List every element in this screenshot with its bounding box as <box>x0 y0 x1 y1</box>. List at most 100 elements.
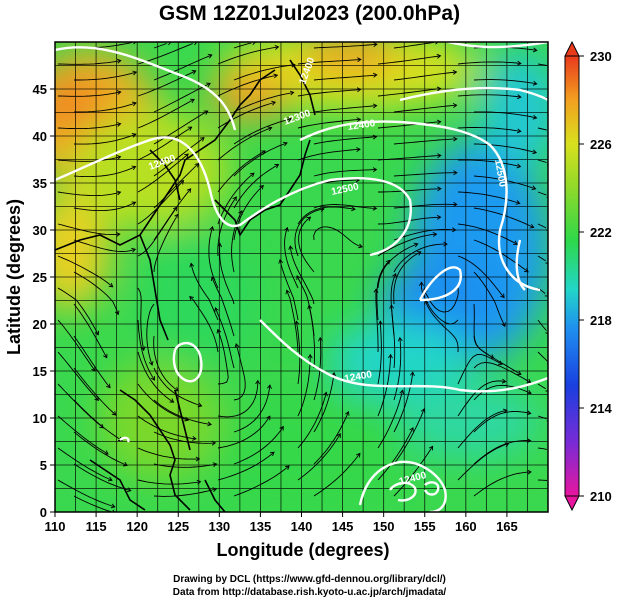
streamline <box>233 185 264 241</box>
streamline-arrow <box>200 137 205 142</box>
streamline <box>297 118 361 129</box>
streamline-arrow <box>207 421 212 427</box>
streamline-arrow <box>116 190 122 196</box>
y-tick-label: 25 <box>33 270 47 285</box>
streamline-arrow <box>418 281 424 287</box>
streamline-arrow <box>192 436 197 441</box>
streamline-arrow <box>452 69 458 75</box>
streamline-arrow <box>116 58 122 64</box>
streamline <box>153 214 179 273</box>
streamline <box>74 102 137 113</box>
streamline-arrow <box>388 353 393 359</box>
streamline <box>57 447 113 481</box>
streamline <box>284 227 299 289</box>
streamline-arrow <box>211 440 217 446</box>
streamline <box>457 223 518 245</box>
streamline-arrow <box>259 184 264 190</box>
streamline <box>377 427 414 481</box>
streamline-arrow <box>392 273 397 278</box>
streamline <box>137 99 195 129</box>
streamline <box>393 372 414 433</box>
streamline-arrow <box>517 60 522 66</box>
streamline <box>73 335 111 388</box>
streamline-arrow <box>526 378 532 384</box>
streamline-arrow <box>194 163 200 168</box>
streamline <box>146 303 155 366</box>
wind-streamlines <box>57 42 559 512</box>
streamline-arrow <box>336 433 341 438</box>
streamline <box>297 89 361 97</box>
streamline-arrow <box>451 227 457 233</box>
streamline <box>57 319 96 372</box>
streamline-arrow <box>294 320 300 326</box>
x-tick-label: 150 <box>373 519 395 534</box>
streamline-arrow <box>249 172 255 178</box>
streamline-arrow <box>513 240 518 246</box>
colorbar: 210 214 218 222 226 230 <box>564 40 612 512</box>
streamline-arrow <box>307 353 313 359</box>
streamline <box>73 271 119 315</box>
streamline-arrow <box>186 188 192 193</box>
streamline-arrow <box>555 494 559 498</box>
streamline <box>137 447 200 460</box>
streamline <box>393 408 425 465</box>
streamline <box>137 43 193 65</box>
streamline-arrow <box>373 288 379 293</box>
streamline <box>457 94 521 98</box>
streamline-arrow <box>271 100 277 106</box>
streamline <box>137 319 155 381</box>
streamline <box>420 282 459 325</box>
streamline-arrow <box>529 223 535 229</box>
streamline-arrow <box>195 456 201 462</box>
streamline-arrow <box>207 53 213 59</box>
streamline <box>390 305 396 369</box>
streamline <box>57 255 113 288</box>
streamline-arrow <box>187 126 193 131</box>
streamline-arrow <box>413 242 419 248</box>
streamline <box>189 296 219 353</box>
streamline-arrow <box>285 465 290 470</box>
streamline-arrow <box>123 461 128 467</box>
streamline-arrow <box>217 242 223 248</box>
streamline-arrow <box>436 86 442 92</box>
contour-label: 12400 <box>347 118 377 133</box>
streamline-arrow <box>209 225 215 231</box>
streamline-arrow <box>453 170 458 176</box>
streamline <box>153 367 202 407</box>
streamline-arrow <box>372 205 378 211</box>
streamline-arrow <box>356 87 362 93</box>
credit-line-dcl: Drawing by DCL (https://www.gfd-dennou.o… <box>173 574 446 585</box>
streamline-arrow <box>261 150 266 155</box>
streamline <box>537 447 547 450</box>
streamline-arrow <box>500 293 505 299</box>
streamline-arrow <box>555 142 559 146</box>
streamline <box>473 411 531 433</box>
streamline <box>393 203 457 209</box>
streamline <box>137 287 145 351</box>
streamline-arrow <box>373 42 378 47</box>
streamline-arrow <box>107 476 113 482</box>
streamline-arrow <box>212 487 218 493</box>
streamline-arrow <box>501 322 506 328</box>
streamline <box>233 142 288 177</box>
streamline-arrow <box>191 70 197 75</box>
streamline-arrow <box>212 462 218 468</box>
y-axis-label: Latitude (degrees) <box>4 199 24 355</box>
streamline <box>297 392 327 449</box>
streamline <box>153 399 212 425</box>
streamline <box>473 143 537 154</box>
streamline-arrow <box>437 153 442 159</box>
streamline-arrow <box>169 398 175 403</box>
streamline-arrow <box>116 155 122 160</box>
streamline <box>217 101 276 129</box>
streamline <box>211 276 235 337</box>
streamline-arrow <box>266 415 271 421</box>
streamline-arrow <box>428 445 434 451</box>
streamline <box>294 208 325 257</box>
streamline-arrow <box>553 335 557 339</box>
streamline-arrow <box>288 245 294 250</box>
streamline <box>137 153 189 193</box>
streamline-arrow <box>453 136 458 142</box>
streamline-arrow <box>436 119 442 125</box>
streamline-arrow <box>420 408 426 413</box>
